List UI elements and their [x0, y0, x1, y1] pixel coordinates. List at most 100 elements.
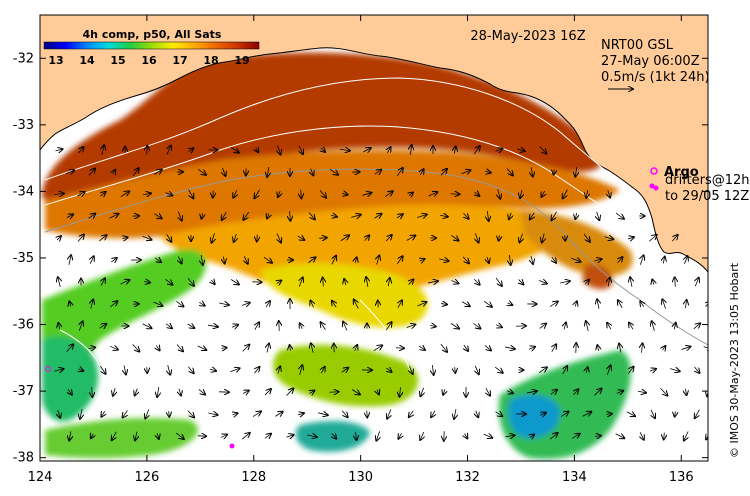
current-vector [79, 369, 84, 371]
current-vector [420, 259, 425, 261]
current-vector [563, 189, 568, 199]
current-vector [354, 300, 358, 309]
current-vector [222, 167, 225, 176]
current-vector [663, 257, 664, 264]
current-vector [310, 301, 313, 308]
current-vector [528, 347, 535, 350]
current-vector [509, 212, 511, 220]
current-vector [113, 170, 116, 174]
current-vector [440, 304, 447, 305]
current-vector [66, 214, 73, 217]
current-vector [132, 168, 138, 177]
sst-patch-west-teal [42, 336, 99, 422]
current-vector [187, 324, 195, 328]
current-vector [685, 300, 686, 309]
current-vector [377, 390, 379, 395]
current-vector [538, 280, 547, 283]
current-vector [211, 280, 214, 284]
current-vector [201, 255, 203, 265]
current-vector [563, 366, 567, 375]
current-vector [615, 434, 625, 438]
current-vector [343, 322, 347, 331]
current-vector [188, 189, 194, 199]
current-vector [649, 235, 656, 242]
current-vector [58, 323, 59, 330]
current-vector [220, 435, 227, 438]
land-australia [40, 15, 708, 273]
current-vector [430, 325, 436, 326]
current-vector [406, 236, 416, 241]
current-vector [300, 365, 303, 375]
current-vector [365, 235, 370, 240]
current-vector [428, 281, 438, 283]
current-vector [396, 168, 403, 177]
current-vector [79, 321, 82, 331]
current-vector [332, 301, 336, 308]
current-vector [685, 388, 686, 395]
current-vector [575, 301, 577, 306]
current-vector [57, 236, 61, 240]
current-vector [417, 214, 427, 217]
current-vector [594, 259, 601, 261]
current-vector [277, 233, 281, 242]
current-vector [298, 413, 304, 415]
current-vector [78, 147, 83, 154]
current-vector [319, 189, 326, 197]
drifter-markers [45, 183, 659, 449]
current-vector [329, 168, 338, 175]
current-vector [311, 168, 314, 176]
sst-band-east-orange [520, 210, 633, 277]
current-vector [476, 410, 478, 418]
current-vector [109, 346, 118, 349]
current-vector [329, 392, 338, 393]
argo-label: Argo [664, 165, 699, 180]
current-vector [241, 433, 250, 440]
current-vector [153, 302, 163, 306]
current-vector [165, 192, 173, 195]
current-vector [300, 323, 303, 328]
current-vector [409, 410, 413, 417]
current-vector [607, 365, 610, 375]
current-vector [257, 234, 258, 242]
current-vector [323, 278, 324, 287]
current-vector [464, 344, 468, 351]
current-vector [187, 277, 194, 286]
current-vector [597, 345, 598, 351]
colorbar-tick-label: 18 [203, 54, 218, 67]
current-vector [69, 301, 70, 306]
contour-200m [44, 77, 631, 191]
current-vector [69, 431, 71, 440]
current-vector [483, 300, 492, 307]
current-vector [376, 431, 379, 440]
current-vector [66, 344, 74, 352]
current-vector [505, 347, 515, 349]
current-vector [197, 168, 206, 175]
current-vector [135, 431, 137, 441]
current-vector [549, 301, 558, 307]
current-vector [586, 367, 588, 373]
current-vector [308, 257, 315, 263]
current-vector [519, 280, 524, 285]
current-vector [355, 345, 358, 352]
current-vector [263, 256, 272, 263]
current-vector [101, 278, 105, 286]
drifter-marker [45, 366, 51, 372]
current-vector [473, 323, 481, 328]
current-vector [356, 431, 357, 440]
current-vector [256, 148, 258, 152]
current-vector [485, 171, 491, 172]
sst-band-amber [160, 204, 562, 300]
current-vector [618, 300, 622, 308]
current-vector [254, 189, 260, 198]
current-vector [663, 346, 666, 350]
current-vector [627, 237, 634, 239]
current-vector [143, 281, 150, 282]
current-vector [297, 236, 305, 240]
current-vector [386, 322, 391, 331]
current-vector [230, 146, 239, 153]
current-vector [176, 344, 183, 352]
current-vector [604, 237, 613, 239]
current-vector [684, 431, 688, 440]
colorbar-tick-label: 14 [79, 54, 95, 67]
current-vector [208, 413, 217, 415]
